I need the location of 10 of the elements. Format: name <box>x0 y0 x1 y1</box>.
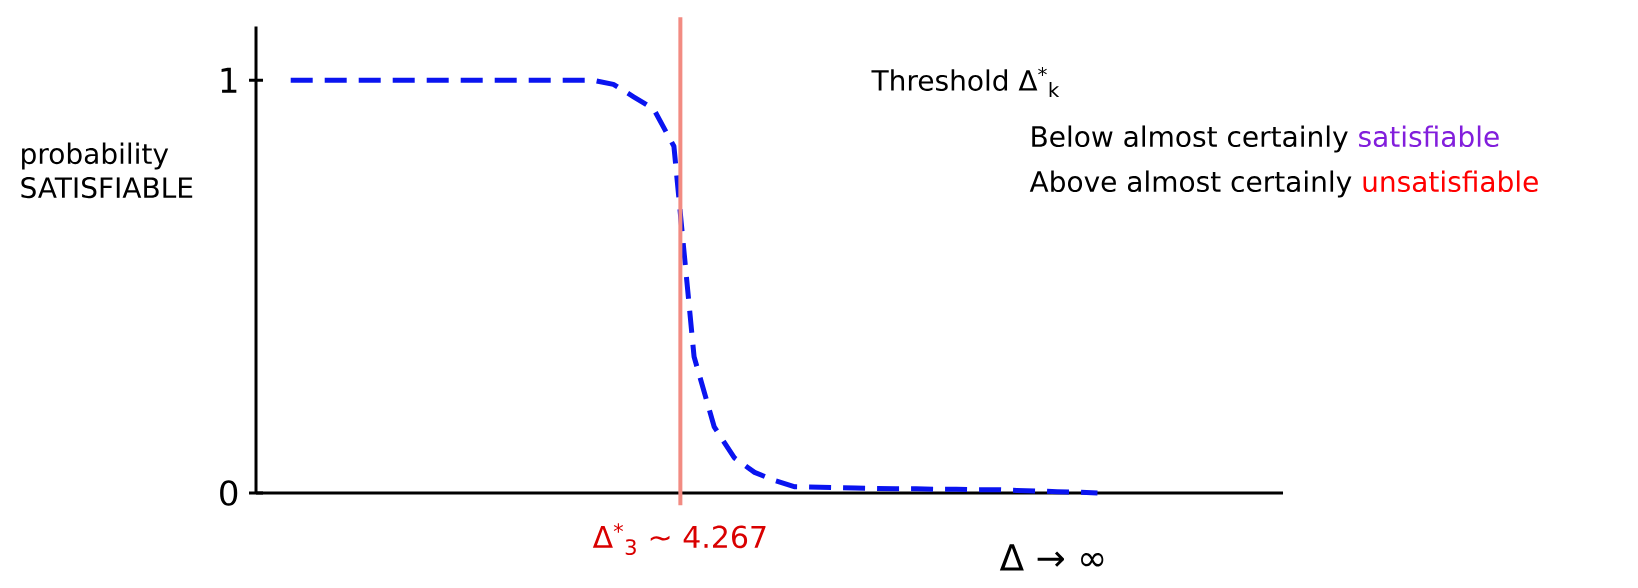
text: satisfiable <box>1359 125 1499 148</box>
x-axis-title: Δ → ∞ <box>999 544 1104 571</box>
text: unsatisfiable <box>1363 170 1538 193</box>
y-axis-title: probability SATISFIABLE <box>21 142 193 199</box>
annotation: Threshold Δ$^{*}$k <box>871 67 1060 97</box>
annotation: Above almost certainly <box>1029 170 1352 198</box>
annotation: Below almost certainly <box>1032 125 1348 153</box>
text: Δ$^{*}$$_{3}$ ~ 4.267 <box>592 523 766 556</box>
y-tick-label: 1 <box>221 67 237 93</box>
y-tick-label: 0 <box>220 480 238 506</box>
